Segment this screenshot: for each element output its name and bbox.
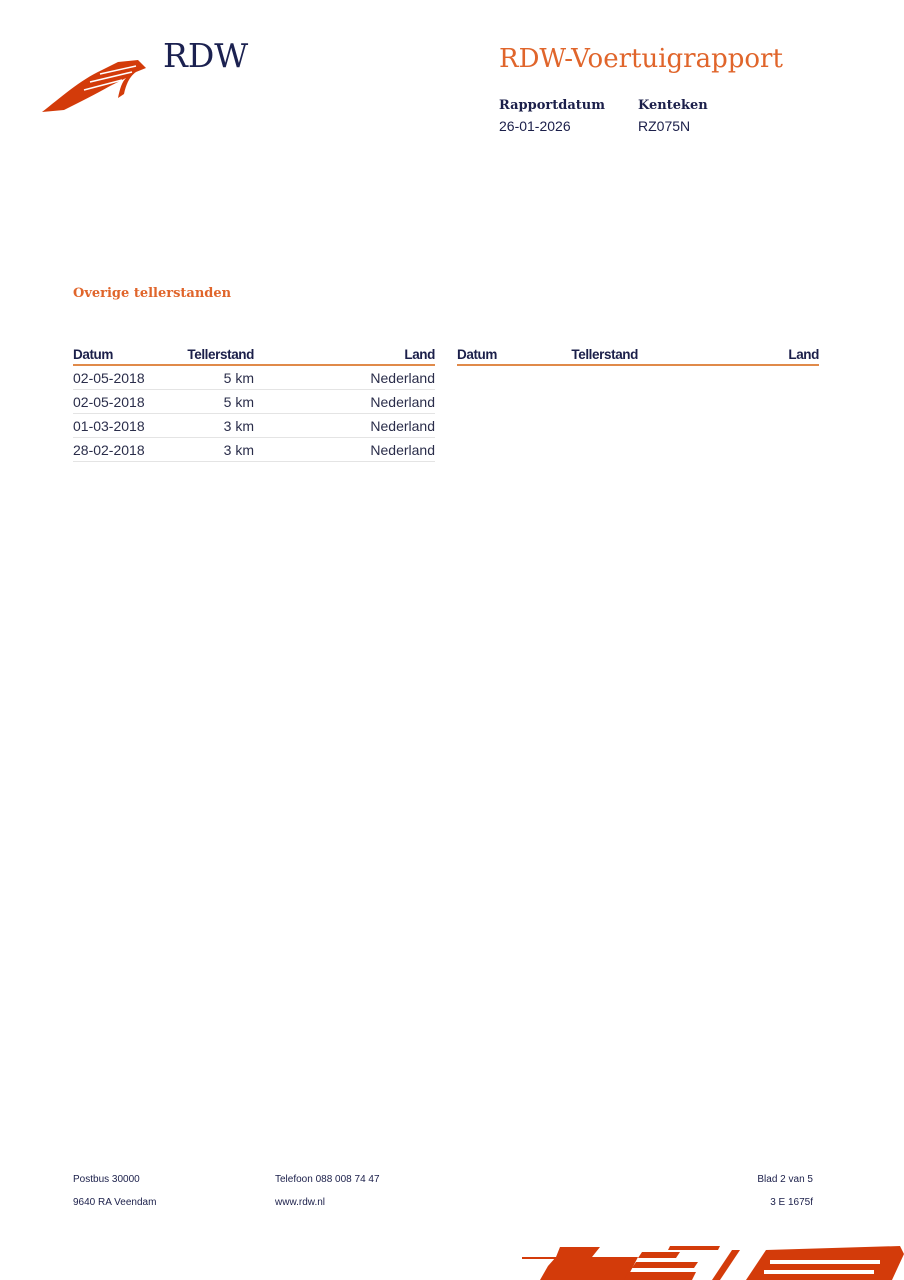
cell-datum: 02-05-2018 [73, 389, 178, 414]
cell-datum: 02-05-2018 [73, 365, 178, 390]
table-row: 28-02-2018 3 km Nederland [73, 437, 435, 462]
odometer-table: Datum Tellerstand Land 02-05-2018 5 km Ned… [73, 345, 435, 462]
report-date: 26-01-2026 [499, 118, 571, 134]
footer-code: 3 E 1675f [770, 1197, 813, 1208]
section-title: Overige tellerstanden [73, 286, 232, 301]
col-datum: Datum [73, 345, 178, 366]
cell-land: Nederland [254, 365, 435, 390]
footer-website[interactable]: www.rdw.nl [275, 1197, 326, 1208]
odometer-table-right: Datum Tellerstand Land [457, 345, 819, 366]
table-row: 02-05-2018 5 km Nederland [73, 365, 435, 390]
col-land: Land [254, 345, 435, 366]
col-land: Land [638, 345, 819, 366]
cell-tellerstand: 5 km [178, 389, 254, 414]
cell-datum: 01-03-2018 [73, 413, 178, 438]
cell-tellerstand: 3 km [178, 437, 254, 462]
col-tellerstand: Tellerstand [562, 345, 638, 366]
cell-land: Nederland [254, 437, 435, 462]
col-tellerstand: Tellerstand [178, 345, 254, 366]
cell-datum: 28-02-2018 [73, 437, 178, 462]
footer-address2: 9640 RA Veendam [73, 1197, 157, 1208]
footer-phone: Telefoon 088 008 74 47 [275, 1174, 380, 1185]
rdw-stripes-decoration-icon [522, 1246, 904, 1280]
table-row: 01-03-2018 3 km Nederland [73, 413, 435, 438]
rdw-logo-icon [42, 60, 146, 112]
cell-tellerstand: 3 km [178, 413, 254, 438]
footer-address1: Postbus 30000 [73, 1174, 140, 1185]
plate-number: RZ075N [638, 118, 691, 134]
logo-text: RDW [163, 36, 249, 75]
plate-label: Kenteken [638, 98, 708, 113]
footer-page: Blad 2 van 5 [757, 1174, 813, 1185]
document-title: RDW-Voertuigrapport [499, 44, 783, 74]
cell-land: Nederland [254, 389, 435, 414]
table-row: 02-05-2018 5 km Nederland [73, 389, 435, 414]
report-date-label: Rapportdatum [499, 98, 605, 113]
cell-land: Nederland [254, 413, 435, 438]
col-datum: Datum [457, 345, 562, 366]
cell-tellerstand: 5 km [178, 365, 254, 390]
